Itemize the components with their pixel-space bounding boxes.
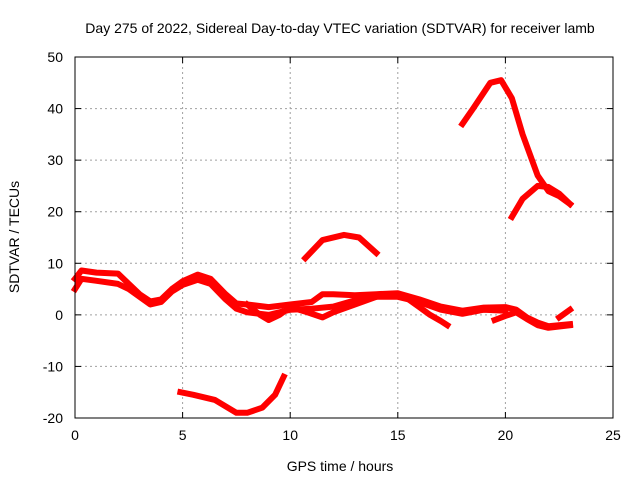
y-tick-label: 50: [47, 49, 63, 65]
series-crossing-branch: [242, 292, 381, 323]
chart-title: Day 275 of 2022, Sidereal Day-to-day VTE…: [85, 20, 595, 36]
y-tick-label: 20: [47, 204, 63, 220]
y-axis-label: SDTVAR / TECUs: [6, 181, 22, 293]
series-peak-arc: [458, 77, 575, 209]
y-tick-label: 10: [47, 255, 63, 271]
x-tick-label: 15: [390, 427, 406, 443]
x-tick-label: 0: [71, 427, 79, 443]
series-late-hook: [555, 305, 575, 322]
plot-frame: [74, 56, 614, 419]
series-mid-arc: [301, 231, 381, 263]
y-tick-label: 30: [47, 152, 63, 168]
x-tick-label: 25: [605, 427, 621, 443]
x-tick-label: 20: [498, 427, 514, 443]
y-tick-label: 0: [55, 307, 63, 323]
series-second-arc: [507, 182, 575, 222]
series-descending-branch: [404, 295, 452, 330]
x-tick-label: 5: [179, 427, 187, 443]
y-tick-label: -10: [43, 358, 63, 374]
y-tick-label: -20: [43, 410, 63, 426]
x-tick-label: 10: [282, 427, 298, 443]
series-late-branch: [490, 309, 574, 331]
x-axis-label: GPS time / hours: [287, 458, 394, 474]
y-tick-label: 40: [47, 101, 63, 117]
series-negative-arc: [176, 372, 288, 416]
